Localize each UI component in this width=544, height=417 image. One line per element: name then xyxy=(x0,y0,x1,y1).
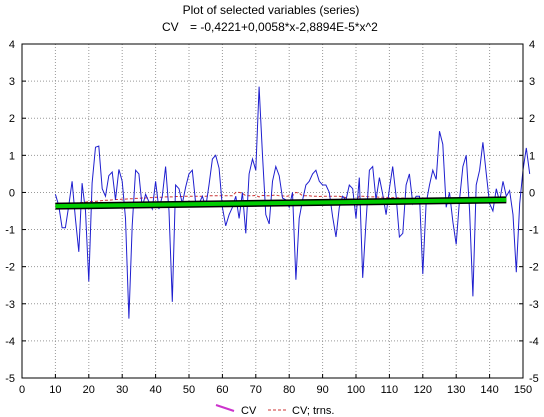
x-tick-label: 20 xyxy=(83,384,95,396)
y-tick-label-left: 2 xyxy=(9,113,15,125)
y-tick-label-right: 4 xyxy=(529,39,535,51)
legend-label-trns: CV; trns. xyxy=(292,405,334,417)
x-tick-label: 30 xyxy=(116,384,128,396)
y-tick-label-left: 1 xyxy=(9,150,15,162)
plot-frame xyxy=(21,43,524,379)
equation-label: CV xyxy=(162,20,179,34)
y-tick-label-left: -3 xyxy=(5,299,15,311)
x-tick-label: 80 xyxy=(283,384,295,396)
equation-text: = -0,4221+0,0058*x-2,8894E-5*x^2 xyxy=(190,20,378,34)
y-tick-label-left: -5 xyxy=(5,373,15,385)
y-tick-label-right: 3 xyxy=(529,76,535,88)
x-tick-label: 90 xyxy=(316,384,328,396)
x-axis-ticks: 0 10 20 30 40 50 60 70 80 90 100 110 120 130 140 150 xyxy=(19,374,532,396)
x-tick-label: 10 xyxy=(49,384,61,396)
y-tick-label-left: -1 xyxy=(5,225,15,237)
gridlines xyxy=(21,43,524,379)
legend-item-trns: CV; trns. xyxy=(268,405,334,417)
x-tick-label: 0 xyxy=(19,384,25,396)
y-tick-label-right: 2 xyxy=(529,113,535,125)
x-tick-label: 60 xyxy=(216,384,228,396)
series-layer xyxy=(54,86,531,319)
x-tick-label: 100 xyxy=(347,384,365,396)
x-tick-label: 40 xyxy=(149,384,161,396)
x-tick-label: 70 xyxy=(250,384,262,396)
y-tick-label-right: 1 xyxy=(529,150,535,162)
x-tick-label: 120 xyxy=(414,384,432,396)
x-tick-label: 110 xyxy=(381,384,399,396)
y-axis-ticks: 4 4 3 3 2 2 1 1 0 0 -1 -1 -2 -2 -3 -3 -4 -4 -5 -5 xyxy=(5,39,539,385)
y-tick-label-left: 0 xyxy=(9,187,15,199)
y-tick-label-right: -2 xyxy=(529,262,539,274)
y-tick-label-right: -1 xyxy=(529,225,539,237)
y-tick-label-right: 0 xyxy=(529,187,535,199)
x-tick-label: 130 xyxy=(447,384,465,396)
trend-line xyxy=(55,197,507,209)
y-tick-label-left: 3 xyxy=(9,76,15,88)
legend-swatch-cv xyxy=(215,404,235,412)
y-tick-label-left: -2 xyxy=(5,262,15,274)
x-tick-label: 50 xyxy=(183,384,195,396)
y-tick-label-right: -3 xyxy=(529,299,539,311)
legend: CV CV; trns. xyxy=(215,404,334,417)
y-tick-label-right: -5 xyxy=(529,373,539,385)
legend-item-cv: CV xyxy=(215,404,257,417)
legend-label-cv: CV xyxy=(241,405,257,417)
y-tick-label-right: -4 xyxy=(529,336,539,348)
y-tick-label-left: 4 xyxy=(9,39,15,51)
x-tick-label: 150 xyxy=(514,384,532,396)
chart-title: Plot of selected variables (series) xyxy=(183,3,360,17)
x-tick-label: 140 xyxy=(480,384,498,396)
y-tick-label-left: -4 xyxy=(5,336,15,348)
